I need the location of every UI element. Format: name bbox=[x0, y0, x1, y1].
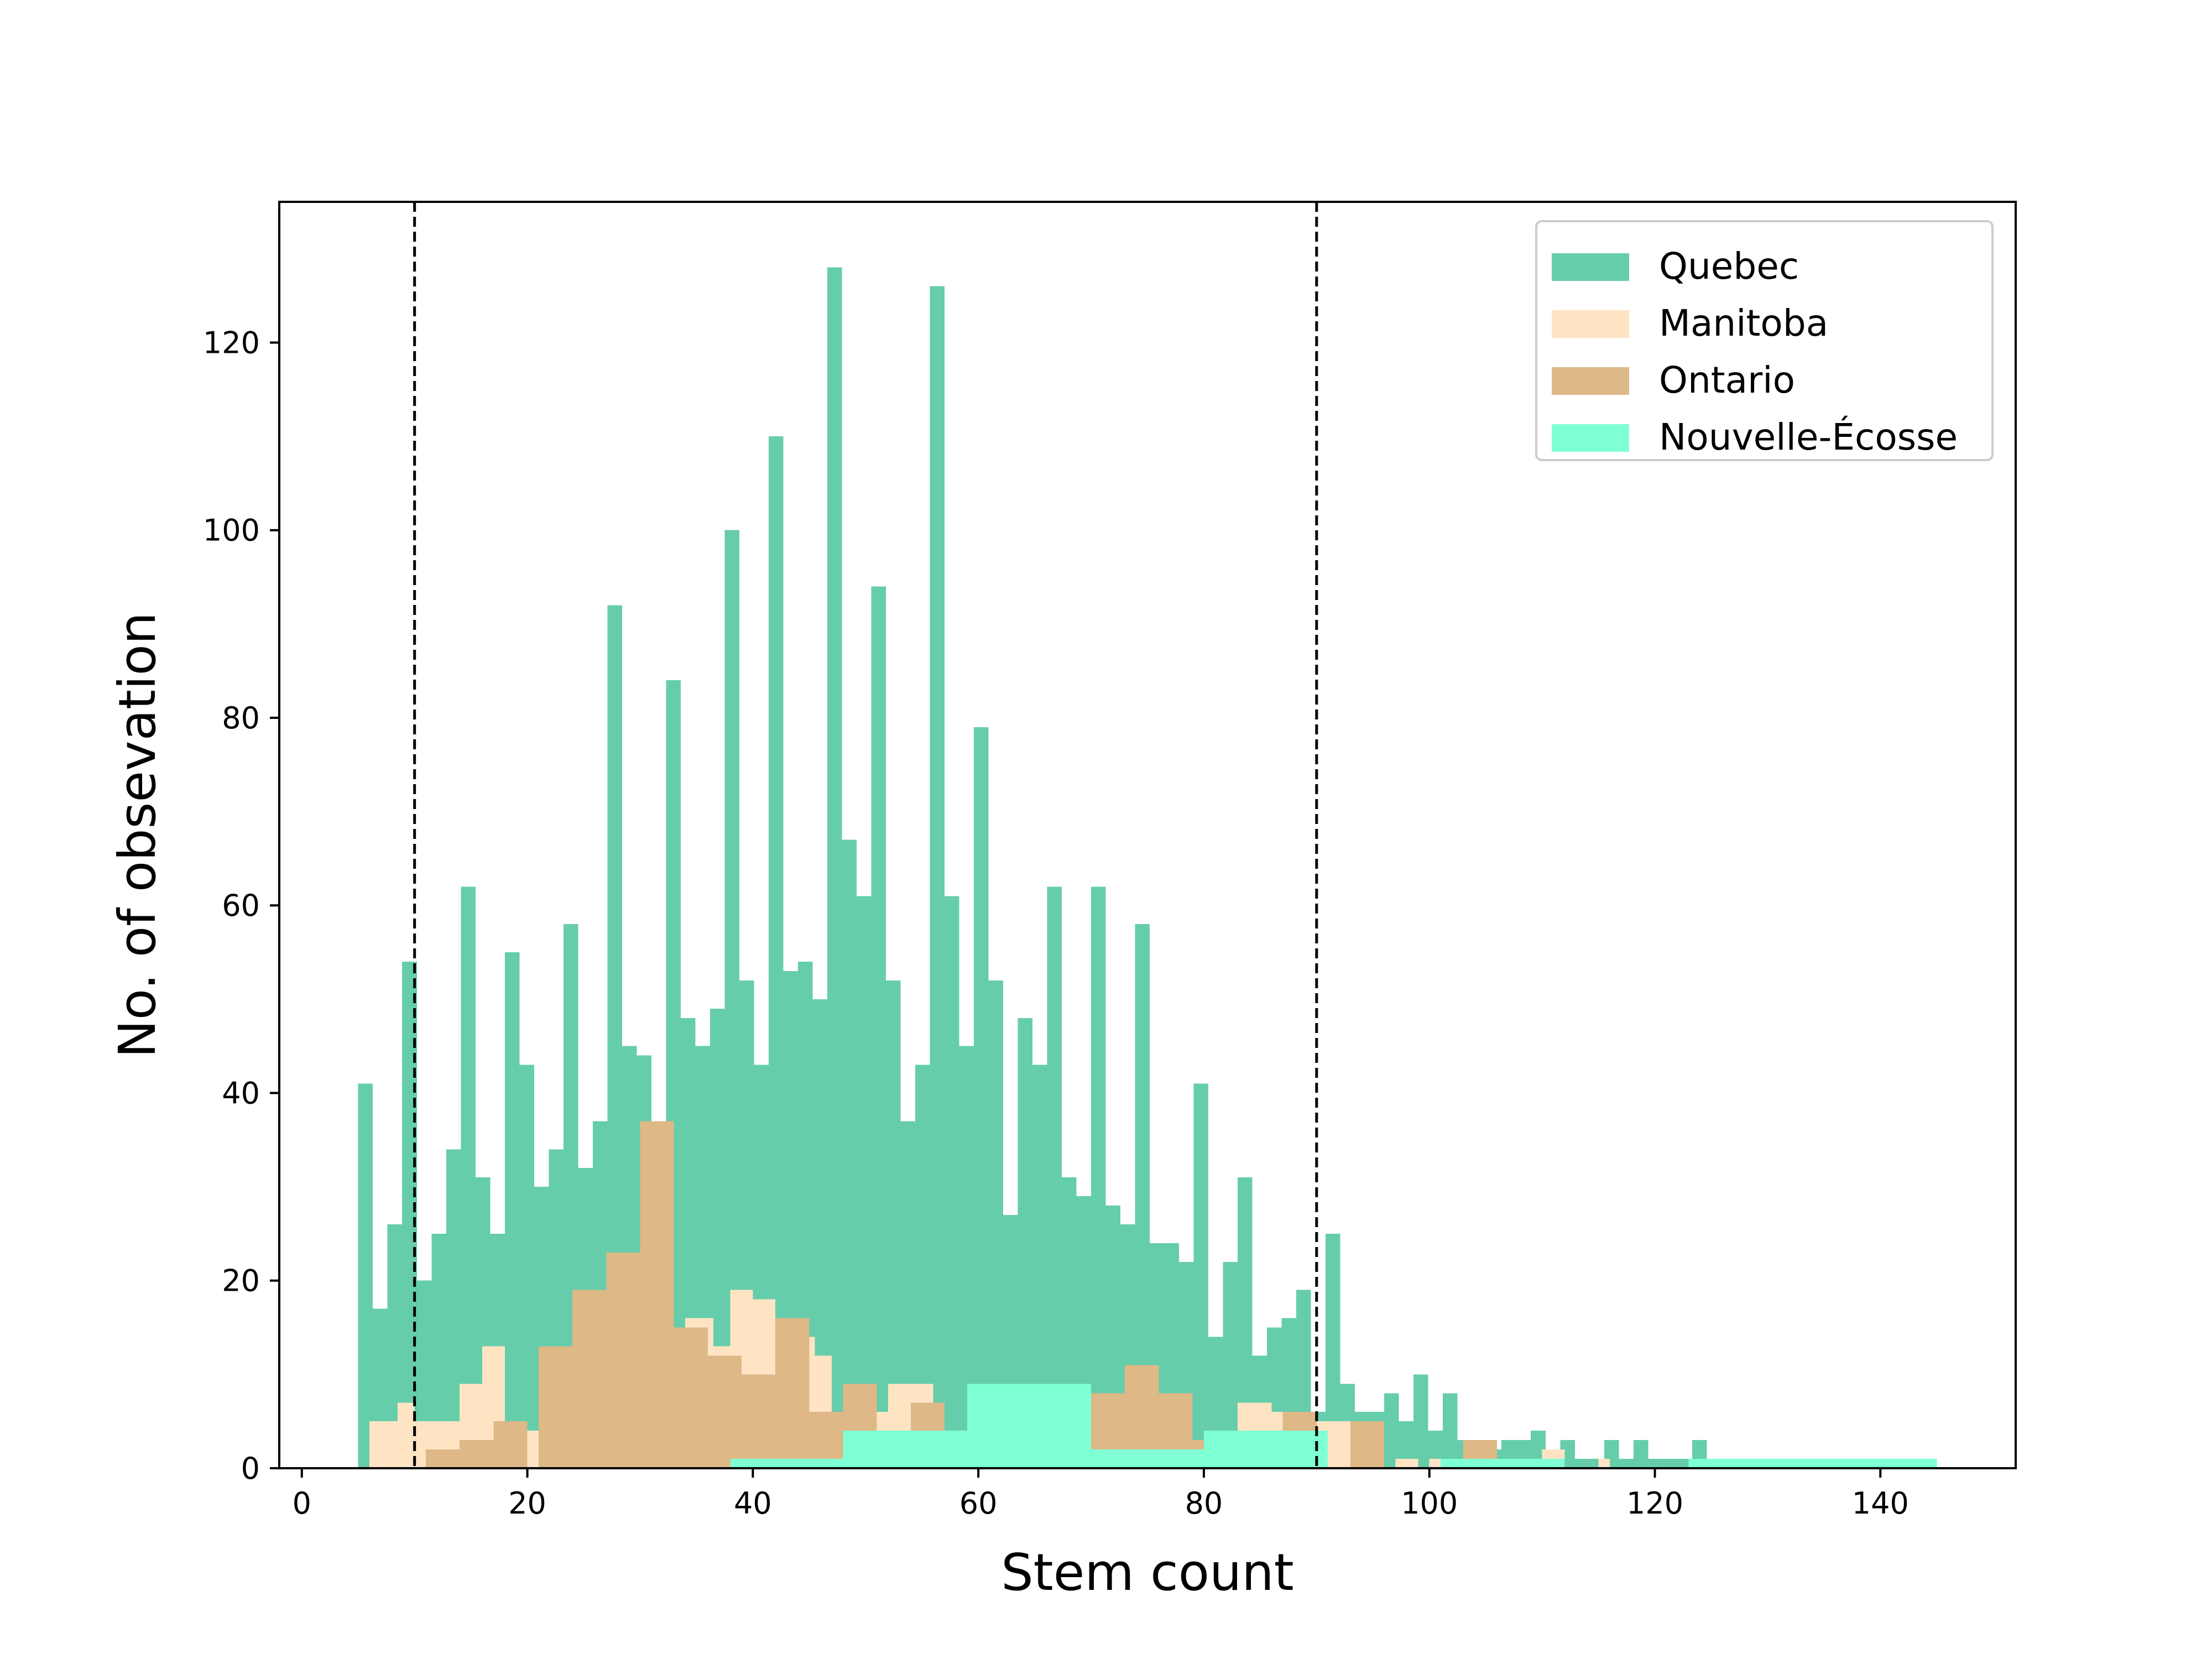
histogram-bars bbox=[358, 267, 1937, 1469]
bar-series-2-22 bbox=[1350, 1421, 1385, 1468]
bar-series-2-11 bbox=[775, 1318, 810, 1468]
x-tick-label: 80 bbox=[1185, 1486, 1223, 1521]
bar-series-2-2 bbox=[493, 1421, 528, 1468]
y-tick-label: 0 bbox=[241, 1451, 260, 1486]
bar-series-2-0 bbox=[426, 1449, 460, 1468]
x-tick-label: 120 bbox=[1626, 1486, 1683, 1521]
x-tick-label: 20 bbox=[508, 1486, 546, 1521]
legend-label: Nouvelle-Écosse bbox=[1659, 415, 1958, 458]
y-tick-label: 80 bbox=[222, 701, 260, 735]
bar-series-3-7 bbox=[1688, 1459, 1802, 1468]
bar-series-2-10 bbox=[741, 1374, 776, 1468]
bar-series-2-4 bbox=[538, 1346, 573, 1468]
bar-series-0-32 bbox=[827, 267, 842, 1469]
bar-series-3-4 bbox=[1203, 1431, 1328, 1468]
bar-series-0-87 bbox=[1633, 1440, 1648, 1468]
bar-series-0-35 bbox=[871, 586, 886, 1468]
bar-series-0-89 bbox=[1662, 1459, 1678, 1468]
series-2-bars bbox=[426, 1121, 1531, 1468]
bar-series-3-3 bbox=[1091, 1449, 1204, 1468]
x-axis-ticks: 0 20 40 60 80 100 120 140 bbox=[293, 1468, 1909, 1521]
bar-series-0-34 bbox=[856, 896, 872, 1468]
legend-swatch bbox=[1552, 253, 1629, 281]
bar-series-0-47 bbox=[1047, 886, 1062, 1468]
bar-series-0-42 bbox=[974, 727, 989, 1468]
bar-series-0-10 bbox=[504, 952, 520, 1468]
bar-series-1-22 bbox=[1395, 1459, 1418, 1468]
bar-series-1-1 bbox=[398, 1402, 415, 1468]
legend-label: Quebec bbox=[1659, 245, 1799, 288]
legend-box bbox=[1535, 220, 1994, 461]
bar-series-2-5 bbox=[572, 1290, 607, 1468]
x-tick-label: 60 bbox=[959, 1486, 998, 1521]
bar-series-0-3 bbox=[402, 962, 417, 1468]
bar-series-1-26 bbox=[1598, 1459, 1610, 1468]
bar-series-2-1 bbox=[460, 1440, 494, 1468]
y-axis-label: No. of obsevation bbox=[108, 612, 167, 1058]
y-tick-label: 100 bbox=[203, 513, 260, 548]
bar-series-3-0 bbox=[730, 1459, 843, 1468]
bar-series-2-7 bbox=[640, 1121, 674, 1468]
bar-series-3-2 bbox=[967, 1384, 1092, 1468]
bar-series-0-57 bbox=[1193, 1083, 1209, 1468]
x-tick-label: 0 bbox=[293, 1486, 311, 1521]
x-tick-label: 140 bbox=[1852, 1486, 1909, 1521]
bar-series-0-28 bbox=[768, 436, 784, 1468]
bar-series-0-74 bbox=[1443, 1393, 1458, 1468]
y-tick-label: 20 bbox=[222, 1264, 260, 1298]
bar-series-0-39 bbox=[930, 286, 945, 1468]
bar-series-0-72 bbox=[1413, 1374, 1428, 1468]
bar-series-0-7 bbox=[461, 886, 476, 1468]
x-tick-label: 40 bbox=[734, 1486, 772, 1521]
series-3-bars bbox=[730, 1384, 1937, 1468]
y-tick-label: 60 bbox=[222, 888, 260, 923]
bar-series-0-6 bbox=[446, 1149, 461, 1468]
bar-series-0-90 bbox=[1677, 1459, 1692, 1468]
bar-series-2-6 bbox=[606, 1252, 640, 1468]
bar-series-1-0 bbox=[369, 1421, 398, 1468]
bar-series-0-50 bbox=[1091, 886, 1106, 1468]
bar-series-3-8 bbox=[1801, 1459, 1937, 1468]
legend: Quebec Manitoba Ontario Nouvelle-Écosse bbox=[1535, 220, 1994, 461]
bar-series-2-8 bbox=[674, 1327, 708, 1468]
legend-swatch bbox=[1552, 367, 1629, 395]
bar-series-0-88 bbox=[1648, 1459, 1663, 1468]
y-tick-label: 40 bbox=[222, 1076, 260, 1110]
bar-series-0-40 bbox=[944, 896, 959, 1468]
legend-swatch bbox=[1552, 310, 1629, 338]
bar-series-2-9 bbox=[707, 1355, 742, 1468]
plot-frame bbox=[278, 201, 2017, 1469]
bar-series-0-0 bbox=[358, 1083, 373, 1468]
bar-series-0-86 bbox=[1619, 1459, 1634, 1468]
bar-series-0-11 bbox=[519, 1065, 534, 1468]
bar-series-0-70 bbox=[1384, 1393, 1399, 1468]
x-tick-label: 100 bbox=[1401, 1486, 1458, 1521]
bar-series-0-83 bbox=[1574, 1459, 1590, 1468]
y-tick-label: 120 bbox=[203, 325, 260, 360]
reference-lines bbox=[413, 202, 1318, 1468]
x-axis-label: Stem count bbox=[1001, 1543, 1294, 1602]
y-axis-ticks: 0 20 40 60 80 100 120 bbox=[203, 325, 279, 1486]
legend-swatch bbox=[1552, 424, 1629, 452]
legend-label: Ontario bbox=[1659, 359, 1795, 401]
bar-series-3-5 bbox=[1441, 1459, 1565, 1468]
legend-label: Manitoba bbox=[1659, 302, 1828, 345]
bar-series-0-33 bbox=[842, 839, 857, 1468]
bar-series-3-1 bbox=[843, 1431, 967, 1468]
